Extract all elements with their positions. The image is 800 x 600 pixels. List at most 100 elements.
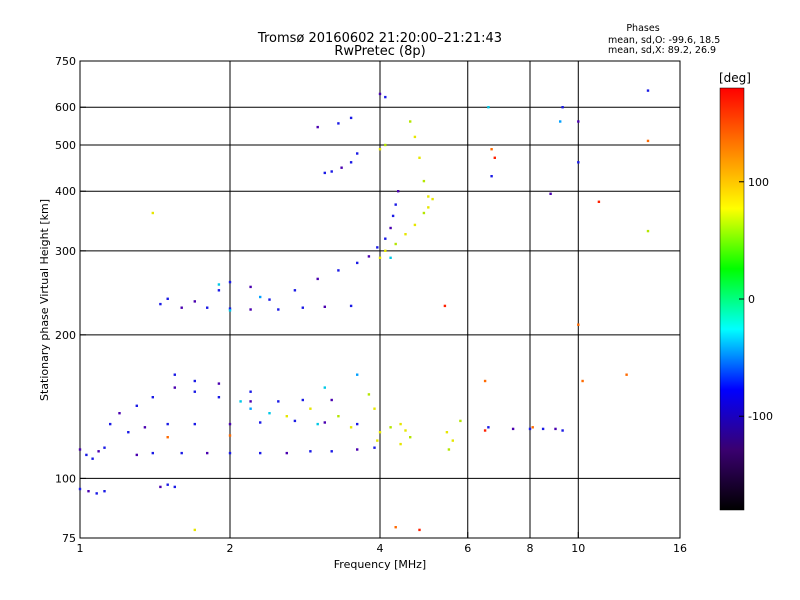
y-tick-label: 75	[62, 532, 76, 545]
stats-heading: Phases	[626, 23, 659, 34]
data-point	[285, 451, 288, 455]
data-point	[173, 485, 176, 489]
data-point	[193, 422, 196, 426]
data-point	[561, 106, 564, 109]
data-point	[337, 269, 340, 272]
data-point	[151, 211, 154, 215]
data-point	[447, 448, 451, 451]
data-point	[109, 422, 112, 426]
data-point	[217, 396, 221, 399]
data-point	[143, 426, 147, 429]
data-point	[404, 429, 407, 432]
data-point	[316, 125, 319, 129]
data-point	[193, 528, 196, 532]
data-point	[493, 156, 496, 159]
data-point	[330, 450, 333, 453]
data-point	[118, 412, 121, 415]
data-point	[399, 442, 402, 446]
data-point	[577, 323, 580, 326]
x-tick-label: 2	[227, 542, 234, 555]
data-point	[337, 122, 340, 125]
data-point	[349, 426, 353, 429]
data-point	[378, 92, 382, 96]
data-point	[249, 400, 252, 403]
data-point	[376, 439, 379, 442]
data-point	[87, 490, 90, 493]
data-point	[399, 422, 402, 426]
data-point	[330, 398, 333, 402]
data-point	[97, 450, 100, 453]
data-point	[378, 148, 382, 151]
data-point	[228, 451, 232, 455]
data-point	[409, 120, 412, 123]
data-point	[103, 490, 106, 493]
data-point	[487, 106, 490, 109]
data-point	[378, 431, 382, 434]
colorbar-label: [deg]	[719, 71, 751, 85]
data-point	[389, 426, 392, 429]
data-point	[445, 431, 449, 434]
data-point	[597, 200, 601, 203]
data-point	[206, 451, 209, 455]
data-point	[483, 379, 487, 383]
data-point	[389, 226, 392, 230]
data-point	[356, 448, 359, 451]
data-point	[422, 179, 426, 183]
data-point	[135, 453, 138, 457]
data-point	[528, 427, 532, 431]
data-point	[384, 249, 387, 252]
data-point	[459, 419, 462, 423]
data-point	[554, 427, 557, 431]
data-point	[367, 255, 371, 258]
data-point	[249, 390, 252, 393]
data-point	[193, 379, 196, 383]
y-tick-label: 400	[55, 185, 76, 198]
data-point	[422, 211, 426, 215]
data-point	[384, 95, 387, 99]
data-point	[228, 422, 232, 426]
data-point	[259, 451, 262, 455]
data-point	[443, 304, 447, 308]
data-point	[646, 139, 650, 143]
data-point	[349, 161, 353, 164]
data-point	[384, 237, 387, 240]
colorbar-ticks: 100 0 -100	[739, 176, 773, 423]
data-point	[228, 280, 232, 284]
data-point	[193, 300, 196, 303]
data-point	[239, 400, 242, 403]
x-tick-label: 6	[464, 542, 471, 555]
data-point	[78, 448, 82, 451]
data-point	[228, 309, 232, 312]
data-point	[277, 308, 280, 311]
data-point	[301, 306, 304, 309]
data-point	[103, 446, 106, 449]
data-point	[217, 289, 221, 292]
data-point	[646, 89, 650, 92]
data-point	[397, 190, 400, 193]
data-point	[228, 434, 232, 437]
data-point	[367, 393, 371, 396]
data-point	[559, 120, 562, 123]
data-point	[646, 229, 650, 233]
data-point	[285, 415, 288, 418]
data-point	[394, 526, 397, 529]
data-point	[268, 298, 271, 301]
data-point	[378, 256, 382, 259]
data-point	[577, 161, 580, 164]
data-point	[409, 436, 412, 439]
data-point	[356, 152, 359, 155]
stats-line-o: mean, sd,O: -99.6, 18.5	[608, 35, 720, 46]
data-point	[531, 426, 534, 429]
data-point	[180, 451, 183, 455]
data-point	[180, 306, 183, 309]
data-point	[349, 304, 353, 308]
data-point	[151, 451, 154, 455]
colorbar-tick-label: -100	[748, 410, 773, 423]
data-point	[249, 308, 252, 311]
chart-subtitle: RwPretec (8p)	[334, 44, 425, 59]
data-point	[549, 192, 552, 195]
y-tick-label: 600	[55, 101, 76, 114]
chart-title: Tromsø 20160602 21:20:00–21:21:43	[257, 31, 502, 46]
data-point	[483, 429, 487, 432]
